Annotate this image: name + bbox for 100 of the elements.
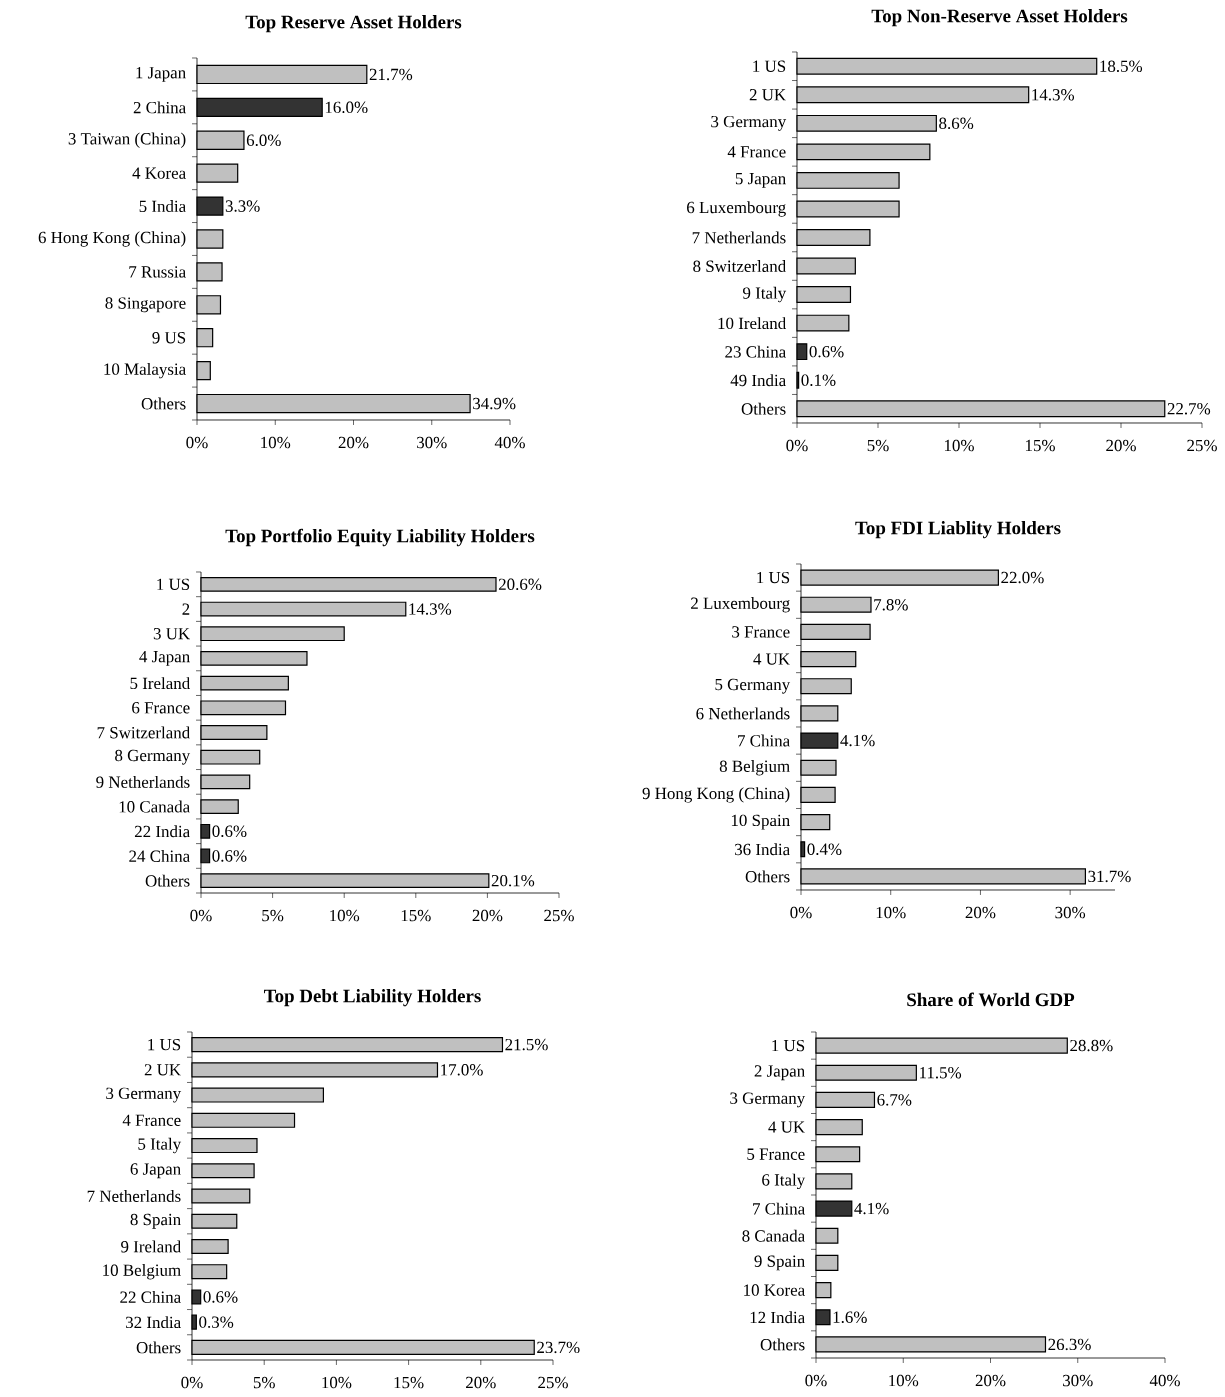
y-tick-label: Others: [741, 402, 786, 415]
data-label: 8.6%: [939, 117, 974, 130]
y-tick-label: 6 Luxembourg: [687, 201, 786, 217]
y-tick-label: 6 Netherlands: [696, 707, 790, 720]
y-tick-label: 9 Hong Kong (China): [642, 787, 790, 803]
x-tick-label: 10%: [889, 1374, 919, 1387]
y-tick-label: 9 Spain: [754, 1255, 805, 1271]
y-tick-label: 3 Germany: [711, 115, 787, 131]
y-tick-label: 7 Netherlands: [692, 231, 786, 244]
data-label: 11.5%: [920, 1067, 962, 1079]
x-tick-label: 20%: [1106, 439, 1136, 452]
data-label: 4.1%: [840, 734, 875, 747]
data-label: 14.3%: [1032, 89, 1075, 101]
y-tick-label: 6 Hong Kong (China): [38, 231, 186, 247]
data-label: 18.5%: [1100, 60, 1143, 72]
y-tick-label: 5 Japan: [735, 173, 786, 188]
y-tick-label: Others: [745, 870, 790, 883]
y-tick-label: 2 China: [133, 101, 186, 114]
y-tick-label: 8 Canada: [742, 1229, 805, 1242]
y-tick-label: 10 Belgium: [103, 1263, 181, 1280]
x-tick-label: 20%: [472, 909, 503, 922]
data-label: 0.1%: [801, 374, 836, 386]
data-label: 16.0%: [325, 101, 368, 114]
y-tick-label: 23 China: [725, 345, 786, 358]
data-label: 0.6%: [212, 850, 247, 862]
y-tick-label: 7 China: [753, 1202, 805, 1215]
x-tick-label: 10%: [261, 436, 291, 449]
x-tick-label: 0%: [805, 1374, 827, 1387]
x-tick-label: 40%: [1149, 1374, 1180, 1387]
chart-title: Top Debt Liability Holders: [264, 989, 481, 1007]
y-tick-label: Others: [141, 397, 186, 410]
x-tick-label: 5%: [867, 439, 889, 452]
y-tick-label: 8 Singapore: [105, 297, 186, 313]
y-tick-label: 8 Belgium: [719, 760, 790, 776]
y-tick-label: Others: [136, 1341, 181, 1354]
y-tick-label: 7 Switzerland: [97, 726, 190, 739]
data-label: 6.0%: [246, 134, 281, 147]
y-tick-label: 32 India: [126, 1316, 181, 1329]
y-tick-label: 8 Switzerland: [693, 260, 786, 272]
y-tick-label: 1 Japan: [136, 67, 186, 82]
x-tick-label: 15%: [401, 909, 431, 922]
y-tick-label: Others: [760, 1338, 805, 1351]
y-tick-label: 1 US: [757, 571, 790, 584]
x-tick-label: 25%: [544, 909, 574, 922]
x-tick-label: 10%: [330, 909, 360, 922]
x-tick-label: 5%: [253, 1376, 275, 1389]
y-tick-label: 3 Taiwan (China): [68, 132, 186, 148]
y-tick-label: 9 Netherlands: [96, 775, 190, 788]
y-tick-label: 2 UK: [749, 89, 787, 101]
y-tick-label: 5 India: [139, 200, 186, 213]
y-tick-label: 3 France: [732, 626, 790, 638]
x-tick-label: 30%: [417, 436, 447, 449]
data-label: 7.8%: [874, 598, 908, 611]
data-label: 0.3%: [199, 1316, 234, 1328]
y-tick-label: 12 India: [750, 1311, 805, 1324]
y-tick-label: 1 US: [753, 60, 786, 72]
y-tick-label: 7 China: [738, 734, 790, 747]
data-label: 26.3%: [1048, 1338, 1091, 1351]
x-tick-label: 10%: [944, 439, 974, 452]
data-label: 1.6%: [833, 1311, 867, 1323]
y-tick-label: 5 Italy: [138, 1137, 182, 1154]
y-tick-label: 22 China: [120, 1290, 181, 1303]
y-tick-label: Others: [145, 874, 190, 887]
y-tick-label: 22 India: [134, 825, 190, 838]
chart-title: Top Non-Reserve Asset Holders: [871, 9, 1128, 27]
x-tick-label: 20%: [975, 1374, 1006, 1387]
data-label: 3.3%: [225, 200, 260, 212]
y-tick-label: 2 Japan: [754, 1065, 805, 1081]
y-tick-label: 6 France: [132, 702, 190, 714]
y-tick-label: 36 India: [735, 843, 790, 856]
data-label: 0.6%: [809, 345, 844, 358]
x-tick-label: 25%: [538, 1376, 568, 1389]
data-label: 22.7%: [1167, 402, 1211, 415]
x-tick-label: 5%: [262, 909, 284, 922]
data-label: 23.7%: [537, 1341, 580, 1354]
y-tick-label: 10 Malaysia: [104, 362, 186, 379]
x-tick-label: 0%: [190, 909, 212, 922]
data-label: 4.1%: [854, 1202, 889, 1215]
data-label: 0.6%: [212, 825, 247, 838]
y-tick-label: 24 China: [129, 850, 190, 862]
y-tick-label: 2: [182, 603, 190, 615]
data-label: 14.3%: [409, 603, 452, 615]
y-tick-label: 3 UK: [153, 628, 190, 640]
data-label: 0.6%: [203, 1291, 238, 1303]
x-tick-label: 0%: [790, 906, 812, 919]
y-tick-label: 9 US: [152, 332, 186, 344]
y-tick-label: 8 Spain: [130, 1213, 181, 1229]
x-tick-label: 0%: [181, 1376, 203, 1389]
y-tick-label: 1 US: [772, 1039, 805, 1052]
x-tick-label: 20%: [338, 436, 369, 449]
data-label: 34.9%: [473, 397, 516, 410]
chart-title: Top Reserve Asset Holders: [245, 15, 462, 33]
x-tick-label: 30%: [1055, 906, 1086, 919]
y-tick-label: 3 Germany: [730, 1092, 806, 1108]
x-tick-label: 10%: [322, 1376, 352, 1389]
x-tick-label: 0%: [786, 439, 808, 452]
x-tick-label: 15%: [1025, 439, 1055, 452]
y-tick-label: 4 UK: [768, 1121, 806, 1133]
x-tick-label: 20%: [965, 906, 996, 919]
x-tick-label: 40%: [494, 436, 525, 449]
